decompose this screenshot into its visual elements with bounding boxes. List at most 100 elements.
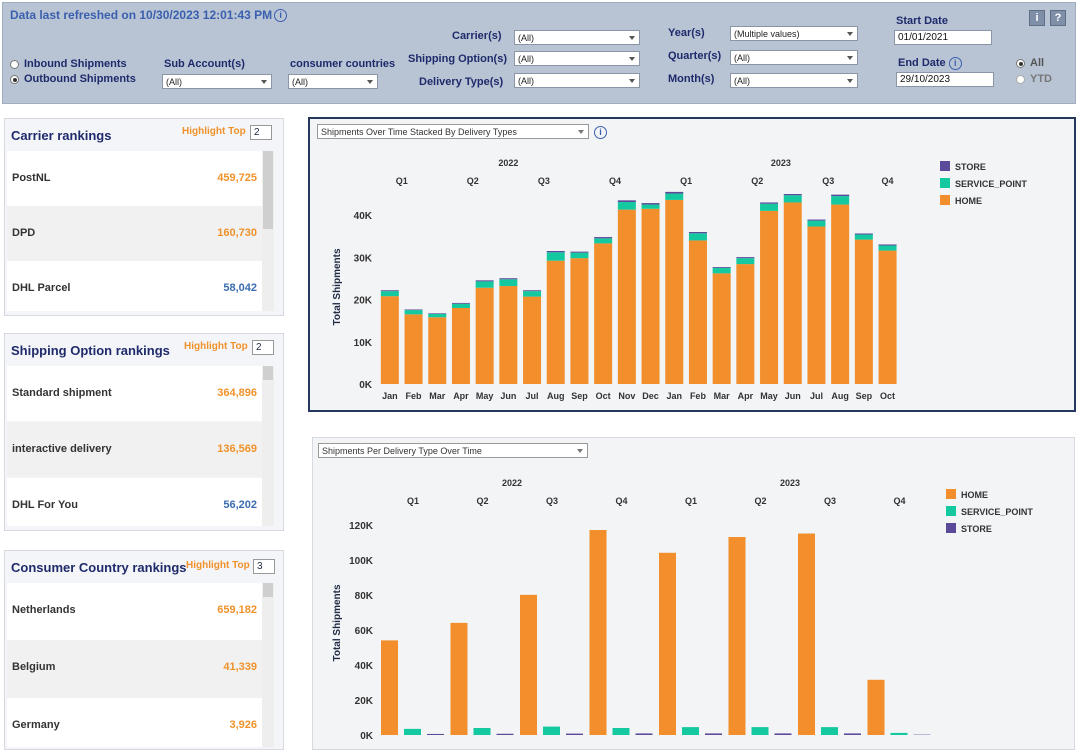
list-item-name: Germany (12, 719, 60, 731)
scrollbar-thumb[interactable] (263, 583, 273, 597)
x-tick-label: Aug (831, 391, 849, 401)
bar-service-point (890, 732, 908, 735)
year-select[interactable]: (Multiple values) (730, 26, 858, 41)
bar-segment-store (546, 251, 565, 253)
bar-segment-service-point (546, 252, 565, 261)
outbound-shipments-label[interactable]: Outbound Shipments (24, 73, 136, 85)
list-item-value: 136,569 (217, 443, 257, 455)
inbound-shipments-label[interactable]: Inbound Shipments (24, 58, 127, 70)
bar-segment-store (523, 290, 542, 292)
stacked-shipments-chart: Shipments Over Time Stacked By Delivery … (308, 117, 1076, 412)
bar-segment-store (428, 313, 447, 314)
x-tick-label: Dec (642, 391, 659, 401)
scrollbar-thumb[interactable] (263, 151, 273, 229)
bar-segment-store (475, 280, 494, 282)
info-icon[interactable]: i (274, 9, 288, 22)
period-all-label[interactable]: All (1030, 57, 1045, 69)
shipping-option-rankings-panel: Shipping Option rankings Highlight Top 2… (4, 333, 284, 531)
legend-swatch (940, 195, 950, 205)
bar-store (774, 733, 792, 735)
x-tick-label: Feb (406, 391, 423, 401)
legend-swatch (940, 161, 950, 171)
quarter-label: Q1 (396, 176, 408, 186)
month-select[interactable]: (All) (730, 73, 858, 88)
x-tick-label: May (476, 391, 494, 401)
list-item[interactable]: PostNL 459,725 (7, 151, 262, 206)
info-icon[interactable]: i (948, 57, 962, 70)
list-item[interactable]: DHL For You 56,202 (7, 478, 262, 526)
quarter-select[interactable]: (All) (730, 50, 858, 65)
info-icon[interactable]: i (594, 126, 607, 139)
list-item[interactable]: Netherlands 659,182 (7, 583, 262, 640)
bar-segment-home (878, 250, 897, 384)
highlight-top-input[interactable]: 2 (250, 125, 272, 140)
bar-segment-home (807, 226, 826, 384)
y-tick-label: 30K (354, 253, 373, 264)
shipping-option-select[interactable]: (All) (514, 51, 640, 66)
consumer-countries-select[interactable]: (All) (288, 74, 378, 89)
bar-segment-home (380, 296, 399, 384)
list-item-name: DPD (12, 227, 36, 239)
bar-segment-home (499, 286, 518, 384)
sub-account-select[interactable]: (All) (162, 74, 272, 89)
list-item-value: 160,730 (217, 227, 257, 239)
start-date-input[interactable]: 01/01/2021 (894, 30, 992, 45)
bar-segment-store (688, 232, 707, 234)
year-label: 2022 (502, 478, 522, 488)
chevron-down-icon (261, 80, 267, 84)
highlight-top-input[interactable]: 3 (253, 559, 275, 574)
chart-title-select[interactable]: Shipments Over Time Stacked By Delivery … (317, 124, 589, 139)
period-ytd-label[interactable]: YTD (1030, 73, 1052, 85)
bar-segment-home (475, 287, 494, 384)
list-item[interactable]: Standard shipment 364,896 (7, 366, 262, 421)
delivery-type-label: Delivery Type(s) (419, 76, 504, 88)
end-date-input[interactable]: 29/10/2023 (896, 72, 994, 87)
list-item[interactable]: interactive delivery 136,569 (7, 422, 262, 477)
inbound-shipments-radio[interactable] (10, 60, 19, 69)
bar-segment-home (760, 210, 779, 384)
bar-home (589, 530, 607, 735)
chevron-down-icon (367, 80, 373, 84)
quarter-label: Q4 (893, 496, 905, 506)
list-item[interactable]: DHL Parcel 58,042 (7, 261, 262, 311)
chart-title-select[interactable]: Shipments Per Delivery Type Over Time (318, 443, 588, 458)
carrier-select[interactable]: (All) (514, 30, 640, 45)
list-item-name: Standard shipment (12, 387, 112, 399)
info-icon[interactable]: i (1029, 10, 1045, 26)
bar-home (867, 679, 885, 735)
highlight-top-label: Highlight Top (182, 126, 246, 137)
list-item[interactable]: Germany 3,926 (7, 698, 262, 747)
quarter-label: Q3 (538, 176, 550, 186)
bar-home (520, 594, 537, 735)
list-item-name: Belgium (12, 661, 56, 673)
outbound-shipments-radio[interactable] (10, 75, 19, 84)
y-tick-label: 40K (355, 661, 374, 672)
bar-service-point (821, 727, 838, 735)
bar-segment-store (499, 278, 518, 280)
bar-segment-store (665, 191, 684, 194)
scrollbar[interactable] (262, 366, 274, 526)
bar-segment-service-point (570, 252, 589, 259)
scrollbar[interactable] (262, 151, 274, 311)
legend-swatch (946, 489, 956, 499)
shipping-option-label: Shipping Option(s) (408, 53, 507, 65)
x-tick-label: Sep (856, 391, 873, 401)
bar-segment-home (428, 317, 447, 384)
bar-segment-home (736, 264, 755, 384)
chevron-down-icon (847, 79, 853, 83)
scrollbar-thumb[interactable] (263, 366, 273, 380)
help-icon[interactable]: ? (1050, 10, 1066, 26)
list-item[interactable]: Belgium 41,339 (7, 640, 262, 698)
scrollbar[interactable] (262, 583, 274, 747)
x-tick-label: Aug (547, 391, 565, 401)
period-ytd-radio[interactable] (1016, 75, 1025, 84)
bar-segment-service-point (760, 203, 779, 211)
y-tick-label: 0K (359, 380, 373, 391)
bar-segment-service-point (523, 291, 542, 297)
delivery-type-select[interactable]: (All) (514, 73, 640, 88)
bar-segment-store (807, 219, 826, 221)
x-tick-label: Nov (618, 391, 635, 401)
highlight-top-input[interactable]: 2 (252, 340, 274, 355)
period-all-radio[interactable] (1016, 59, 1025, 68)
list-item[interactable]: DPD 160,730 (7, 206, 262, 261)
